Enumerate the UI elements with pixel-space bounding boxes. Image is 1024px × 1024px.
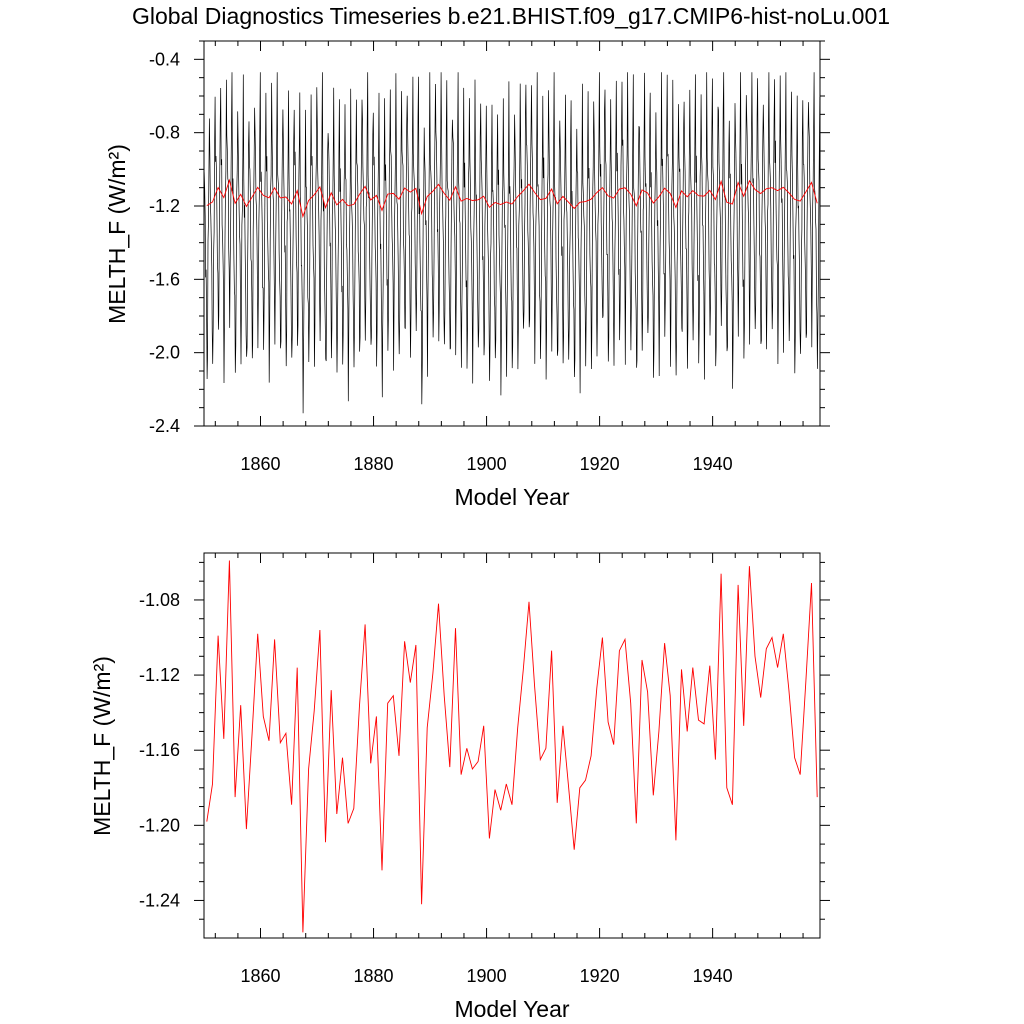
annual-mean-panel: 1860 1880 1900 1920 1940 -1.08 -1.12 -1.16 -1.2… [89, 552, 830, 1022]
y-tick-label: -1.6 [149, 269, 180, 289]
y-tick-label: -1.08 [139, 590, 180, 610]
x-tick-label: 1940 [693, 454, 733, 474]
x-axis: 1860 1880 1900 1920 1940 [214, 553, 804, 986]
y-tick-label: -1.24 [139, 890, 180, 910]
plot-frame [203, 552, 821, 939]
x-axis-title: Model Year [454, 484, 569, 510]
y-tick-label: -1.20 [139, 815, 180, 835]
x-axis-title: Model Year [454, 996, 569, 1022]
annual-mean-line [206, 178, 818, 219]
x-tick-label: 1900 [467, 966, 507, 986]
y-tick-label: -2.0 [149, 343, 180, 363]
y-axis-title: MELTH_F (W/m²) [104, 144, 130, 324]
x-tick-label: 1920 [580, 454, 620, 474]
y-tick-label: -1.2 [149, 196, 180, 216]
x-tick-label: 1940 [693, 966, 733, 986]
x-tick-label: 1880 [354, 454, 394, 474]
x-axis: 1860 1880 1900 1920 1940 [214, 41, 804, 474]
annual-mean-line [206, 560, 818, 933]
x-tick-label: 1920 [580, 966, 620, 986]
x-tick-label: 1860 [240, 454, 280, 474]
plot-area [203, 72, 821, 414]
y-tick-label: -0.8 [149, 123, 180, 143]
y-tick-label: -1.16 [139, 740, 180, 760]
plot-area [206, 560, 818, 933]
x-tick-label: 1900 [467, 454, 507, 474]
y-axis-title: MELTH_F (W/m²) [89, 656, 115, 836]
y-tick-label: -0.4 [149, 49, 180, 69]
monthly-and-annual-panel: 1860 1880 1900 1920 1940 -0.4 -0.8 -1.2 -1.6 -2.… [104, 40, 830, 510]
monthly-series-line [203, 72, 821, 414]
y-axis: -1.08 -1.12 -1.16 -1.20 -1.24 [139, 561, 830, 920]
y-tick-label: -1.12 [139, 665, 180, 685]
plot-frame [203, 40, 821, 427]
y-tick-label: -2.4 [149, 416, 180, 436]
x-tick-label: 1880 [354, 966, 394, 986]
y-axis: -0.4 -0.8 -1.2 -1.6 -2.0 -2.4 [149, 40, 830, 436]
x-tick-label: 1860 [240, 966, 280, 986]
figure-title: Global Diagnostics Timeseries b.e21.BHIS… [132, 3, 890, 29]
